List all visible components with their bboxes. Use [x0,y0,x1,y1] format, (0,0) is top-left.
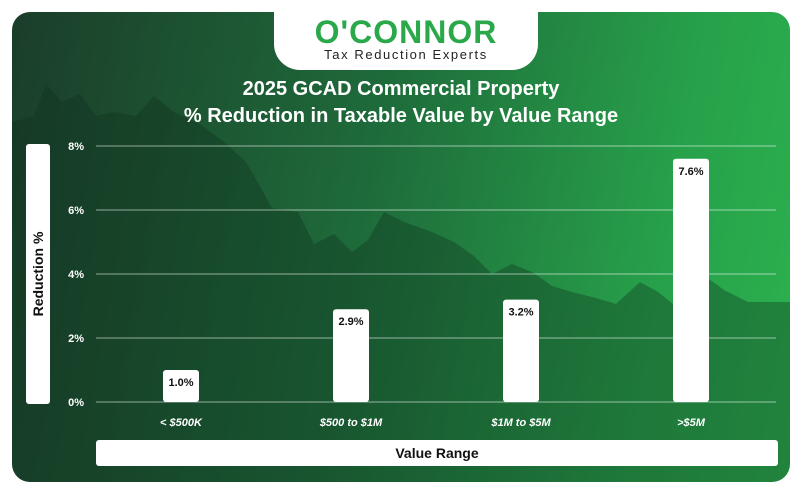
bar [163,370,199,402]
y-tick-label: 2% [68,333,84,345]
logo-tagline: Tax Reduction Experts [324,47,488,62]
data-label: 2.9% [338,316,363,328]
y-tick-label: 6% [68,205,84,217]
x-tick-label: >$5M [677,417,706,429]
x-tick-label: $500 to $1M [319,417,383,429]
bar [503,299,539,402]
y-tick-label: 0% [68,397,84,409]
data-label: 3.2% [508,307,533,319]
x-axis-label: Value Range [96,440,778,466]
chart-subtitle: % Reduction in Taxable Value by Value Ra… [183,105,619,127]
bar [333,309,369,402]
logo: O'CONNOR Tax Reduction Experts [274,12,538,70]
background-mountain [12,84,790,482]
y-tick-label: 4% [68,269,84,281]
x-tick-label: < $500K [160,417,203,429]
data-label: 1.0% [168,377,193,389]
y-tick-label: 8% [68,141,84,153]
chart-title: 2025 GCAD Commercial Property [242,78,560,100]
chart-panel: O'CONNOR Tax Reduction Experts [12,12,790,482]
y-axis-label-box: Reduction % [26,144,50,404]
logo-wordmark: O'CONNOR [314,14,498,50]
x-tick-label: $1M to $5M [490,417,551,429]
data-label: 7.6% [678,166,703,178]
bar [673,158,709,402]
